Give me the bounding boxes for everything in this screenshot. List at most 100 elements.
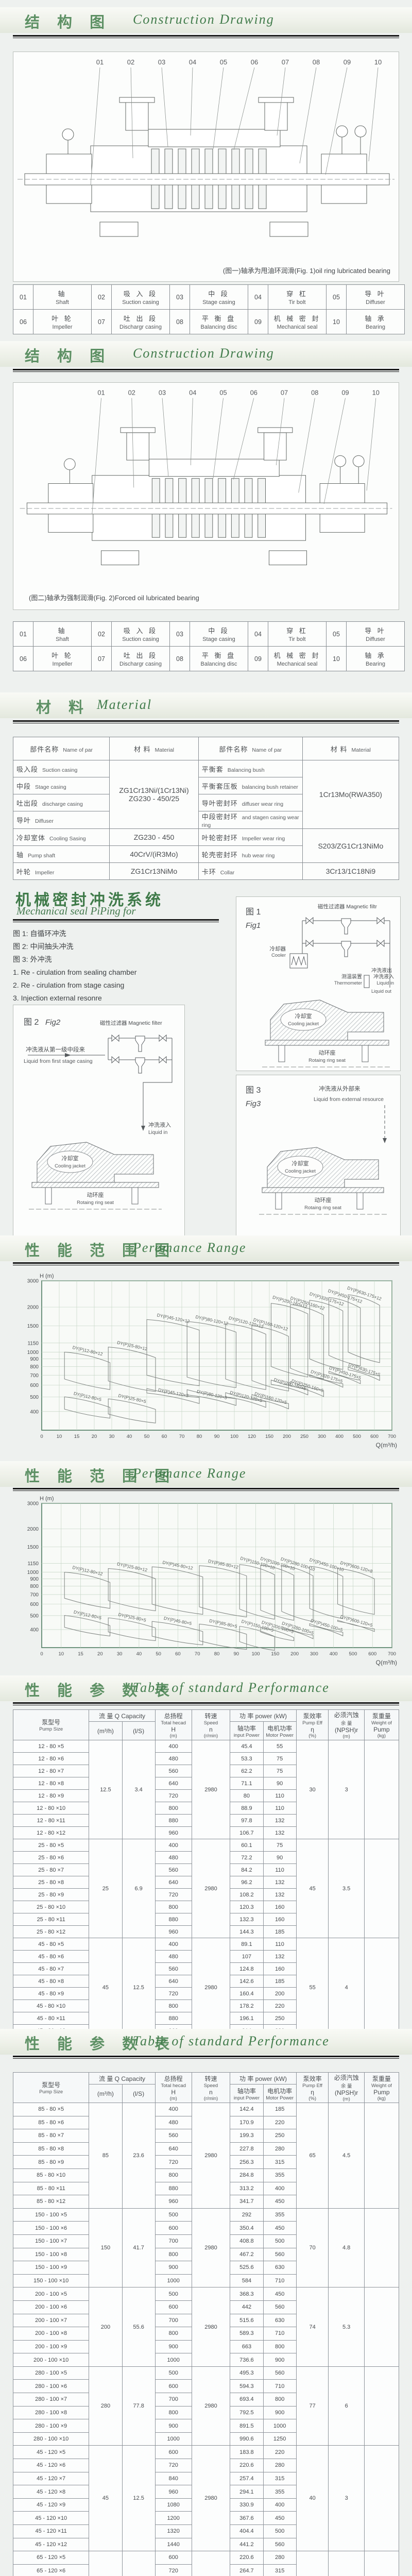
pump-family-region-lower [64, 1615, 111, 1637]
pump-size-cell: 280 - 100 ×10 [12, 2432, 90, 2446]
rotating-ring-seat-label-en: Rotaing ring seat [77, 1200, 114, 1206]
note-line: 图 2: 中间抽头冲洗 [13, 942, 74, 951]
head-cell: 500 [154, 2208, 192, 2222]
head-cell: 960 [154, 2485, 192, 2499]
y-tick-label: 1000 [27, 1570, 39, 1575]
head-cell: 960 [154, 2195, 192, 2209]
head-cell: 560 [154, 1962, 192, 1975]
header-line: Total hecad [161, 1720, 186, 1726]
part-name-cn: 轴 承 [365, 652, 386, 659]
x-tick-label: 20 [97, 1651, 103, 1657]
column-header: (m³/h) [89, 2084, 123, 2103]
input-power-cell: 45.4 [230, 1740, 264, 1753]
table-row: 12 - 80 ×6 480 53.3 75 [12, 1752, 399, 1765]
liquid-in-label-cn: 冲洗液入 [148, 1121, 171, 1128]
pump-size-cell: 25 - 80 ×11 [12, 1913, 90, 1926]
name-cn: 导叶 [16, 817, 31, 824]
input-power-cell: 584 [230, 2274, 264, 2288]
x-tick-label: 300 [318, 1434, 326, 1439]
y-tick-label: 1150 [27, 1341, 39, 1346]
header-cn: 材 料 [330, 745, 348, 753]
cooling-jacket-label-en: Cooling jacket [285, 1168, 316, 1174]
part-name-en: Diffuser [366, 299, 385, 306]
capacity-ls-cell: 41.7 [122, 2208, 156, 2288]
pump-size-cell: 12 - 80 ×12 [12, 1826, 90, 1839]
part-name-cn: 吐 出 段 [123, 652, 158, 659]
header-line: (r/min) [203, 1733, 218, 1739]
pump-size-cell: 45 - 120 ×10 [12, 2511, 90, 2525]
header-line: 泵重量 [372, 2075, 391, 2082]
magnetic-filter-icon [135, 1057, 145, 1074]
table-row: 280 - 100 ×5 280 77.8 500 2980 495.3 560 77 6 [12, 2366, 400, 2446]
pump-size-cell: 85 - 80 ×12 [12, 2195, 90, 2209]
y-tick-label: 700 [30, 1373, 39, 1379]
material-col-header: 材 料 Material [109, 737, 199, 760]
header-line: η [311, 1725, 314, 1733]
efficiency-cell: 74 [296, 2287, 329, 2367]
valve-icon [111, 1034, 119, 1042]
figure-number-en: Fig2 [45, 1018, 61, 1027]
table-head: 泵型号 Pump Size 流 量 Q Capacity 总扬程 Total hecad… [12, 2072, 400, 2103]
header-line: n [209, 2088, 213, 2096]
head-cell: 840 [154, 2471, 192, 2486]
part-name: 导 叶 Diffuser [346, 284, 405, 310]
x-tick-label: 60 [175, 1651, 181, 1657]
cooler-label-cn: 冷却器 [270, 945, 286, 952]
callout-number: 09 [344, 58, 351, 66]
y-tick-label: 1500 [27, 1545, 39, 1550]
pump-foot [269, 222, 308, 237]
head-cell: 720 [154, 1987, 192, 2000]
motor-power-cell: 450 [263, 2221, 297, 2235]
part-name-en: Bearing [366, 324, 385, 330]
name-en: diffuser wear ring [242, 801, 284, 807]
pump-family-region-upper [329, 1297, 361, 1366]
pump-size-cell: 12 - 80 ×7 [12, 1765, 90, 1777]
input-power-cell: 663 [230, 2340, 264, 2354]
pump-size-cell: 45 - 80 ×9 [12, 1987, 90, 2000]
part-name-en: Shaft [56, 636, 69, 642]
pump-size-cell: 45 - 80 ×11 [12, 2012, 90, 2025]
name-cn: 轴 [16, 851, 24, 859]
column-header: 泵效率 Pump Eff η (%) [296, 1709, 329, 1740]
input-power-cell: 170.9 [230, 2115, 264, 2130]
motor-power-cell: 55 [263, 1740, 297, 1753]
seat-leg [362, 1045, 369, 1062]
material-line: 40CrV/(iR3Mo) [130, 850, 178, 858]
input-power-cell: 53.3 [230, 1752, 264, 1765]
pump-size-cell: 85 - 80 ×6 [12, 2115, 90, 2130]
head-cell: 1440 [154, 2537, 192, 2552]
header-line: 轴功率 [237, 2087, 256, 2095]
speed-cell: 2980 [191, 2445, 231, 2552]
x-tick-label: 100 [230, 1434, 238, 1439]
weight-cell [364, 2208, 400, 2288]
name-en: Pump shaft [28, 852, 56, 859]
valve-icon [305, 939, 314, 947]
input-power-cell: 71.1 [230, 1777, 264, 1790]
section-title-en: Peromance Range [133, 1466, 247, 1481]
table-row: 45 - 120 ×7 840 257.4 315 [12, 2471, 399, 2486]
part-name: 轴 Shaft [33, 621, 92, 647]
pump-size-cell: 200 - 100 ×7 [12, 2313, 90, 2328]
input-power-cell: 106.7 [230, 1826, 264, 1839]
table-row: 01 轴 Shaft 02 吸 入 段 Suction casing 03 中 段 Stage … [13, 284, 405, 310]
motor-power-cell: 900 [263, 2353, 297, 2367]
callout-leader [366, 398, 376, 491]
divider-rule [13, 720, 399, 724]
pump-size-cell: 45 - 80 ×6 [12, 1950, 90, 1963]
column-header: 功 率 power (kW) [230, 1709, 297, 1722]
motor-power-cell: 220 [263, 2445, 297, 2460]
head-cell: 880 [154, 1814, 192, 1827]
thermometer-label-cn: 测温装置 [341, 973, 362, 980]
motor-power-cell: 400 [263, 2181, 297, 2196]
name-en: Balancing bush [227, 767, 265, 773]
speed-cell: 2980 [191, 2208, 231, 2288]
column-header: 电机功率 Motor Power [263, 1721, 297, 1740]
part-name: 轴 承 Bearing [346, 309, 405, 334]
liquid-out-label-en: Liquid out [371, 989, 392, 994]
note-line: 3. Injection external resonre [13, 994, 102, 1002]
part-number: 10 [326, 309, 347, 334]
performance-range-chart-1: 3000 2000 1500 1150 1000 900 800 700 600 500 400 0 1… [13, 1272, 399, 1457]
column-header: 电机功率 Motor Power [263, 2084, 297, 2103]
seal-fig3-diagram: 图 3 Fig3 冲洗液从外部来 Liquid from external resou… [246, 1085, 387, 1215]
